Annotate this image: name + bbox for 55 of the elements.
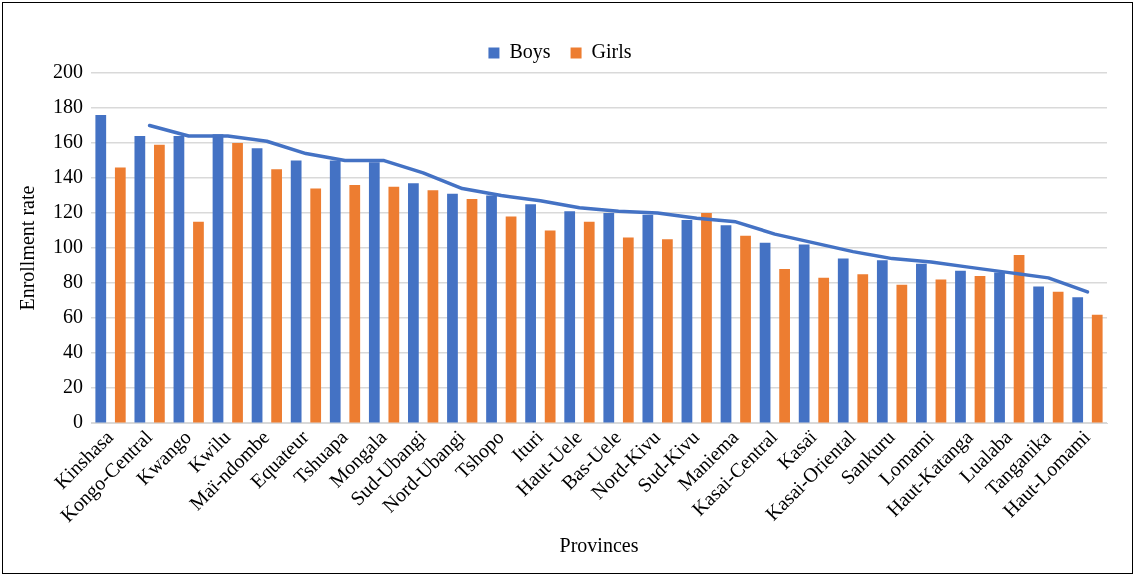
bar [1072, 297, 1084, 423]
bar [564, 211, 576, 423]
bar [232, 143, 243, 423]
bar [525, 204, 536, 423]
y-tick-label: 20 [63, 375, 83, 398]
bar [1052, 291, 1064, 423]
bar [740, 235, 751, 423]
bar [466, 199, 478, 423]
bar [95, 115, 107, 423]
bar [857, 274, 869, 423]
bar [427, 190, 439, 423]
bar [388, 186, 400, 423]
bar [290, 160, 302, 423]
bar [193, 221, 204, 423]
y-tick-label: 0 [73, 410, 83, 433]
bar [759, 242, 771, 423]
bar [955, 270, 966, 423]
bar [544, 230, 556, 423]
bar [447, 193, 458, 423]
bar [310, 188, 322, 423]
bar [271, 169, 282, 423]
bar [134, 136, 146, 423]
y-tick-label: 120 [53, 200, 83, 223]
y-tick-label: 140 [53, 165, 83, 188]
bar [818, 277, 830, 423]
bar [622, 237, 634, 423]
bar [1033, 286, 1044, 423]
y-tick-label: 160 [53, 130, 83, 153]
legend-label: Boys [509, 40, 551, 64]
bar [974, 276, 986, 423]
bar [408, 183, 419, 423]
y-axis-title: Enrollment rate [16, 185, 39, 311]
y-tick-label: 200 [53, 60, 83, 83]
x-axis-title: Provinces [559, 534, 639, 557]
bar [251, 148, 263, 423]
bar [505, 216, 517, 423]
y-tick-label: 40 [63, 340, 83, 363]
bar [720, 225, 732, 423]
bar [114, 167, 126, 423]
bar [583, 221, 595, 423]
bar [1013, 255, 1025, 423]
y-tick-label: 60 [63, 305, 83, 328]
bar [662, 239, 673, 423]
y-tick-label: 80 [63, 270, 83, 293]
y-tick-label: 180 [53, 95, 83, 118]
bar [154, 144, 165, 423]
bar [779, 269, 790, 423]
y-tick-label: 100 [53, 235, 83, 258]
legend-label: Girls [591, 40, 632, 63]
bar [935, 279, 947, 423]
bar [701, 213, 712, 423]
bar [837, 258, 849, 423]
bar [349, 185, 361, 423]
bar [1091, 314, 1103, 423]
bar [896, 284, 908, 423]
